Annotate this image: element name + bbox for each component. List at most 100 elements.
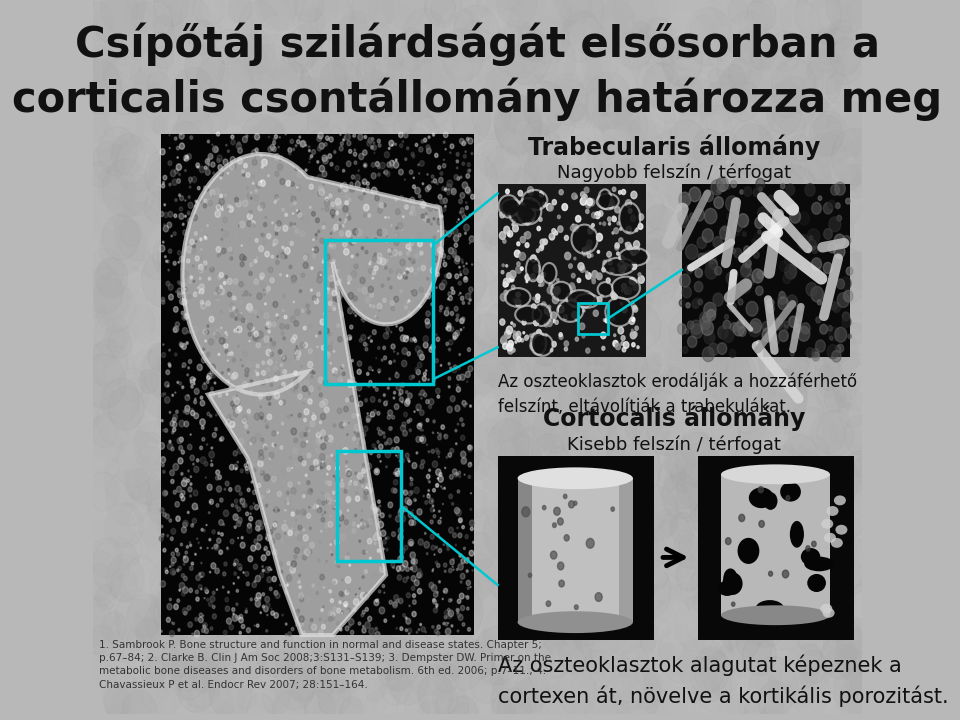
Circle shape bbox=[425, 322, 430, 328]
Circle shape bbox=[630, 331, 636, 339]
Circle shape bbox=[434, 592, 438, 597]
Circle shape bbox=[326, 84, 364, 130]
Circle shape bbox=[235, 519, 236, 521]
Circle shape bbox=[704, 302, 716, 318]
Circle shape bbox=[423, 372, 426, 376]
Circle shape bbox=[687, 393, 732, 449]
Circle shape bbox=[583, 618, 623, 667]
Circle shape bbox=[457, 176, 460, 180]
Circle shape bbox=[289, 456, 291, 459]
Circle shape bbox=[812, 434, 855, 487]
Circle shape bbox=[578, 263, 584, 270]
Circle shape bbox=[186, 246, 192, 253]
Circle shape bbox=[582, 456, 595, 472]
Circle shape bbox=[347, 433, 348, 436]
Circle shape bbox=[820, 324, 828, 334]
Circle shape bbox=[629, 277, 636, 285]
Circle shape bbox=[562, 552, 590, 588]
Circle shape bbox=[514, 333, 518, 340]
Circle shape bbox=[502, 336, 506, 341]
Circle shape bbox=[266, 534, 268, 536]
Circle shape bbox=[587, 198, 592, 206]
Circle shape bbox=[397, 556, 403, 562]
Circle shape bbox=[397, 274, 402, 279]
Circle shape bbox=[832, 443, 869, 487]
Circle shape bbox=[439, 580, 441, 583]
Circle shape bbox=[374, 468, 379, 474]
Circle shape bbox=[206, 547, 232, 580]
Circle shape bbox=[351, 359, 353, 362]
Circle shape bbox=[454, 365, 457, 369]
Circle shape bbox=[436, 483, 439, 487]
Circle shape bbox=[508, 347, 534, 379]
Circle shape bbox=[94, 313, 129, 357]
Circle shape bbox=[257, 460, 263, 467]
Circle shape bbox=[529, 210, 548, 234]
Circle shape bbox=[164, 491, 168, 495]
Circle shape bbox=[338, 570, 362, 600]
Circle shape bbox=[764, 335, 799, 377]
Circle shape bbox=[764, 233, 805, 284]
Circle shape bbox=[529, 190, 533, 196]
Circle shape bbox=[380, 160, 396, 179]
Circle shape bbox=[501, 94, 532, 132]
Circle shape bbox=[277, 240, 278, 242]
Circle shape bbox=[190, 379, 195, 384]
Circle shape bbox=[752, 390, 800, 449]
Circle shape bbox=[623, 171, 661, 220]
Circle shape bbox=[850, 65, 868, 88]
Circle shape bbox=[322, 155, 327, 161]
Circle shape bbox=[453, 44, 485, 84]
Circle shape bbox=[391, 307, 395, 311]
Circle shape bbox=[588, 222, 602, 239]
Circle shape bbox=[214, 147, 219, 152]
Bar bbox=[161, 134, 473, 635]
Circle shape bbox=[755, 217, 764, 228]
Circle shape bbox=[387, 387, 389, 390]
Circle shape bbox=[317, 346, 318, 348]
Circle shape bbox=[210, 501, 211, 503]
Circle shape bbox=[815, 552, 843, 586]
Circle shape bbox=[265, 596, 270, 602]
Circle shape bbox=[667, 120, 707, 168]
Circle shape bbox=[367, 413, 369, 414]
Circle shape bbox=[752, 239, 756, 243]
Circle shape bbox=[150, 228, 177, 261]
Circle shape bbox=[236, 200, 241, 207]
Circle shape bbox=[114, 590, 160, 646]
Circle shape bbox=[235, 309, 238, 312]
Circle shape bbox=[172, 394, 174, 396]
Circle shape bbox=[586, 271, 588, 274]
Circle shape bbox=[347, 140, 351, 145]
Circle shape bbox=[815, 481, 839, 511]
Circle shape bbox=[726, 272, 735, 284]
Circle shape bbox=[223, 572, 226, 576]
Circle shape bbox=[436, 388, 441, 394]
Circle shape bbox=[546, 601, 551, 606]
Circle shape bbox=[458, 448, 485, 482]
Circle shape bbox=[440, 305, 443, 309]
Circle shape bbox=[325, 197, 328, 201]
Circle shape bbox=[210, 364, 216, 371]
Circle shape bbox=[490, 12, 524, 54]
Circle shape bbox=[799, 435, 828, 472]
Circle shape bbox=[495, 639, 514, 662]
Circle shape bbox=[548, 235, 577, 271]
Circle shape bbox=[811, 541, 816, 546]
Circle shape bbox=[408, 629, 412, 634]
Circle shape bbox=[444, 132, 448, 138]
Circle shape bbox=[670, 39, 696, 71]
Circle shape bbox=[190, 137, 192, 139]
Circle shape bbox=[276, 626, 309, 665]
Circle shape bbox=[736, 498, 758, 525]
Circle shape bbox=[489, 618, 504, 636]
Circle shape bbox=[403, 490, 408, 495]
Circle shape bbox=[643, 107, 684, 158]
Circle shape bbox=[121, 68, 156, 110]
Circle shape bbox=[295, 531, 299, 536]
Circle shape bbox=[317, 467, 320, 469]
Circle shape bbox=[373, 665, 392, 688]
Circle shape bbox=[341, 196, 360, 220]
Circle shape bbox=[520, 210, 526, 217]
Circle shape bbox=[188, 196, 190, 199]
